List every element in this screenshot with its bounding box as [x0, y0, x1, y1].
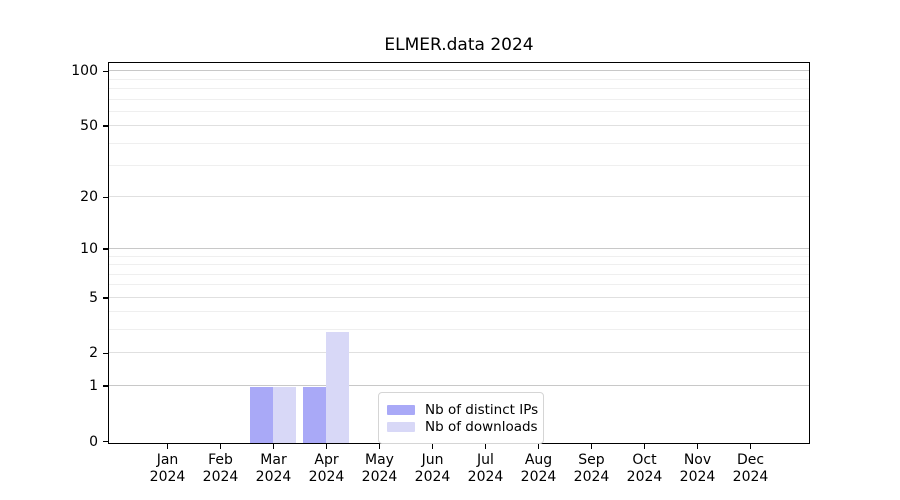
y-tick-2 [103, 352, 108, 355]
x-tick-apr [325, 444, 328, 449]
x-tick-label-jun: Jun 2024 [414, 452, 451, 485]
x-tick-label-sep: Sep 2024 [573, 452, 610, 485]
gridline-y-8 [109, 264, 809, 266]
y-tick-10 [103, 248, 108, 250]
gridline-y-3 [109, 329, 809, 331]
gridline-y-30 [109, 165, 809, 167]
gridline-y-2 [109, 352, 809, 354]
x-tick-label-jul: Jul 2024 [467, 452, 504, 485]
gridline-y-6 [109, 284, 809, 286]
y-tick-100 [103, 70, 108, 73]
bar-apr-downloads [326, 331, 349, 443]
plot-area: Nb of distinct IPs Nb of downloads [108, 62, 810, 444]
y-tick-label-0: 0 [89, 433, 98, 450]
x-tick-label-nov: Nov 2024 [679, 452, 716, 485]
gridline-y-60 [109, 110, 809, 112]
x-tick-aug [537, 444, 540, 449]
gridline-y-50 [109, 125, 809, 127]
x-tick-nov [696, 444, 699, 449]
gridline-y-40 [109, 142, 809, 144]
x-tick-sep [590, 444, 593, 449]
y-tick-label-20: 20 [80, 189, 98, 206]
y-tick-50 [103, 125, 108, 127]
x-tick-feb [219, 444, 222, 449]
legend-label-downloads: Nb of downloads [425, 418, 538, 435]
x-tick-label-apr: Apr 2024 [308, 452, 345, 485]
bar-mar-downloads [273, 387, 296, 443]
gridline-y-100 [109, 70, 809, 72]
gridline-y-20 [109, 196, 809, 198]
legend-swatch-downloads [387, 421, 415, 432]
gridlines-layer [109, 63, 809, 443]
gridline-y-1 [109, 384, 809, 386]
y-tick-label-50: 50 [80, 118, 98, 135]
y-tick-label-1: 1 [89, 377, 98, 394]
gridline-y-5 [109, 296, 809, 298]
legend-label-distinct-ips: Nb of distinct IPs [425, 401, 539, 418]
x-tick-dec [749, 444, 752, 449]
y-tick-5 [103, 297, 108, 299]
y-tick-label-100: 100 [71, 63, 98, 80]
y-tick-label-2: 2 [89, 345, 98, 362]
chart-title: ELMER.data 2024 [384, 35, 534, 55]
gridline-y-70 [109, 98, 809, 100]
x-tick-jan [166, 444, 169, 449]
gridline-y-90 [109, 78, 809, 80]
x-tick-label-dec: Dec 2024 [732, 452, 769, 485]
x-tick-jul [484, 444, 487, 449]
gridline-y-7 [109, 273, 809, 275]
legend-entry-distinct-ips: Nb of distinct IPs [387, 402, 538, 418]
legend-entry-downloads: Nb of downloads [387, 419, 538, 435]
x-tick-label-feb: Feb 2024 [202, 452, 239, 485]
x-tick-may [378, 444, 381, 449]
y-tick-1 [103, 385, 108, 387]
y-tick-label-5: 5 [89, 289, 98, 306]
x-tick-label-mar: Mar 2024 [255, 452, 292, 485]
y-tick-20 [103, 196, 108, 199]
x-tick-jun [431, 444, 434, 449]
y-tick-label-10: 10 [80, 241, 98, 258]
x-tick-label-jan: Jan 2024 [149, 452, 186, 485]
bars-layer [109, 63, 809, 443]
gridline-y-80 [109, 88, 809, 90]
x-tick-label-aug: Aug 2024 [520, 452, 557, 485]
bar-apr-distinct-ips [303, 387, 326, 443]
y-tick-0 [103, 440, 108, 443]
gridline-y-4 [109, 311, 809, 313]
legend-swatch-distinct-ips [387, 404, 415, 415]
x-tick-mar [272, 444, 275, 449]
chart-legend: Nb of distinct IPs Nb of downloads [378, 392, 544, 444]
x-tick-oct [643, 444, 646, 449]
x-tick-label-oct: Oct 2024 [626, 452, 663, 485]
x-tick-label-may: May 2024 [361, 452, 398, 485]
bar-mar-distinct-ips [250, 387, 273, 443]
gridline-y-9 [109, 255, 809, 257]
gridline-y-10 [109, 248, 809, 250]
